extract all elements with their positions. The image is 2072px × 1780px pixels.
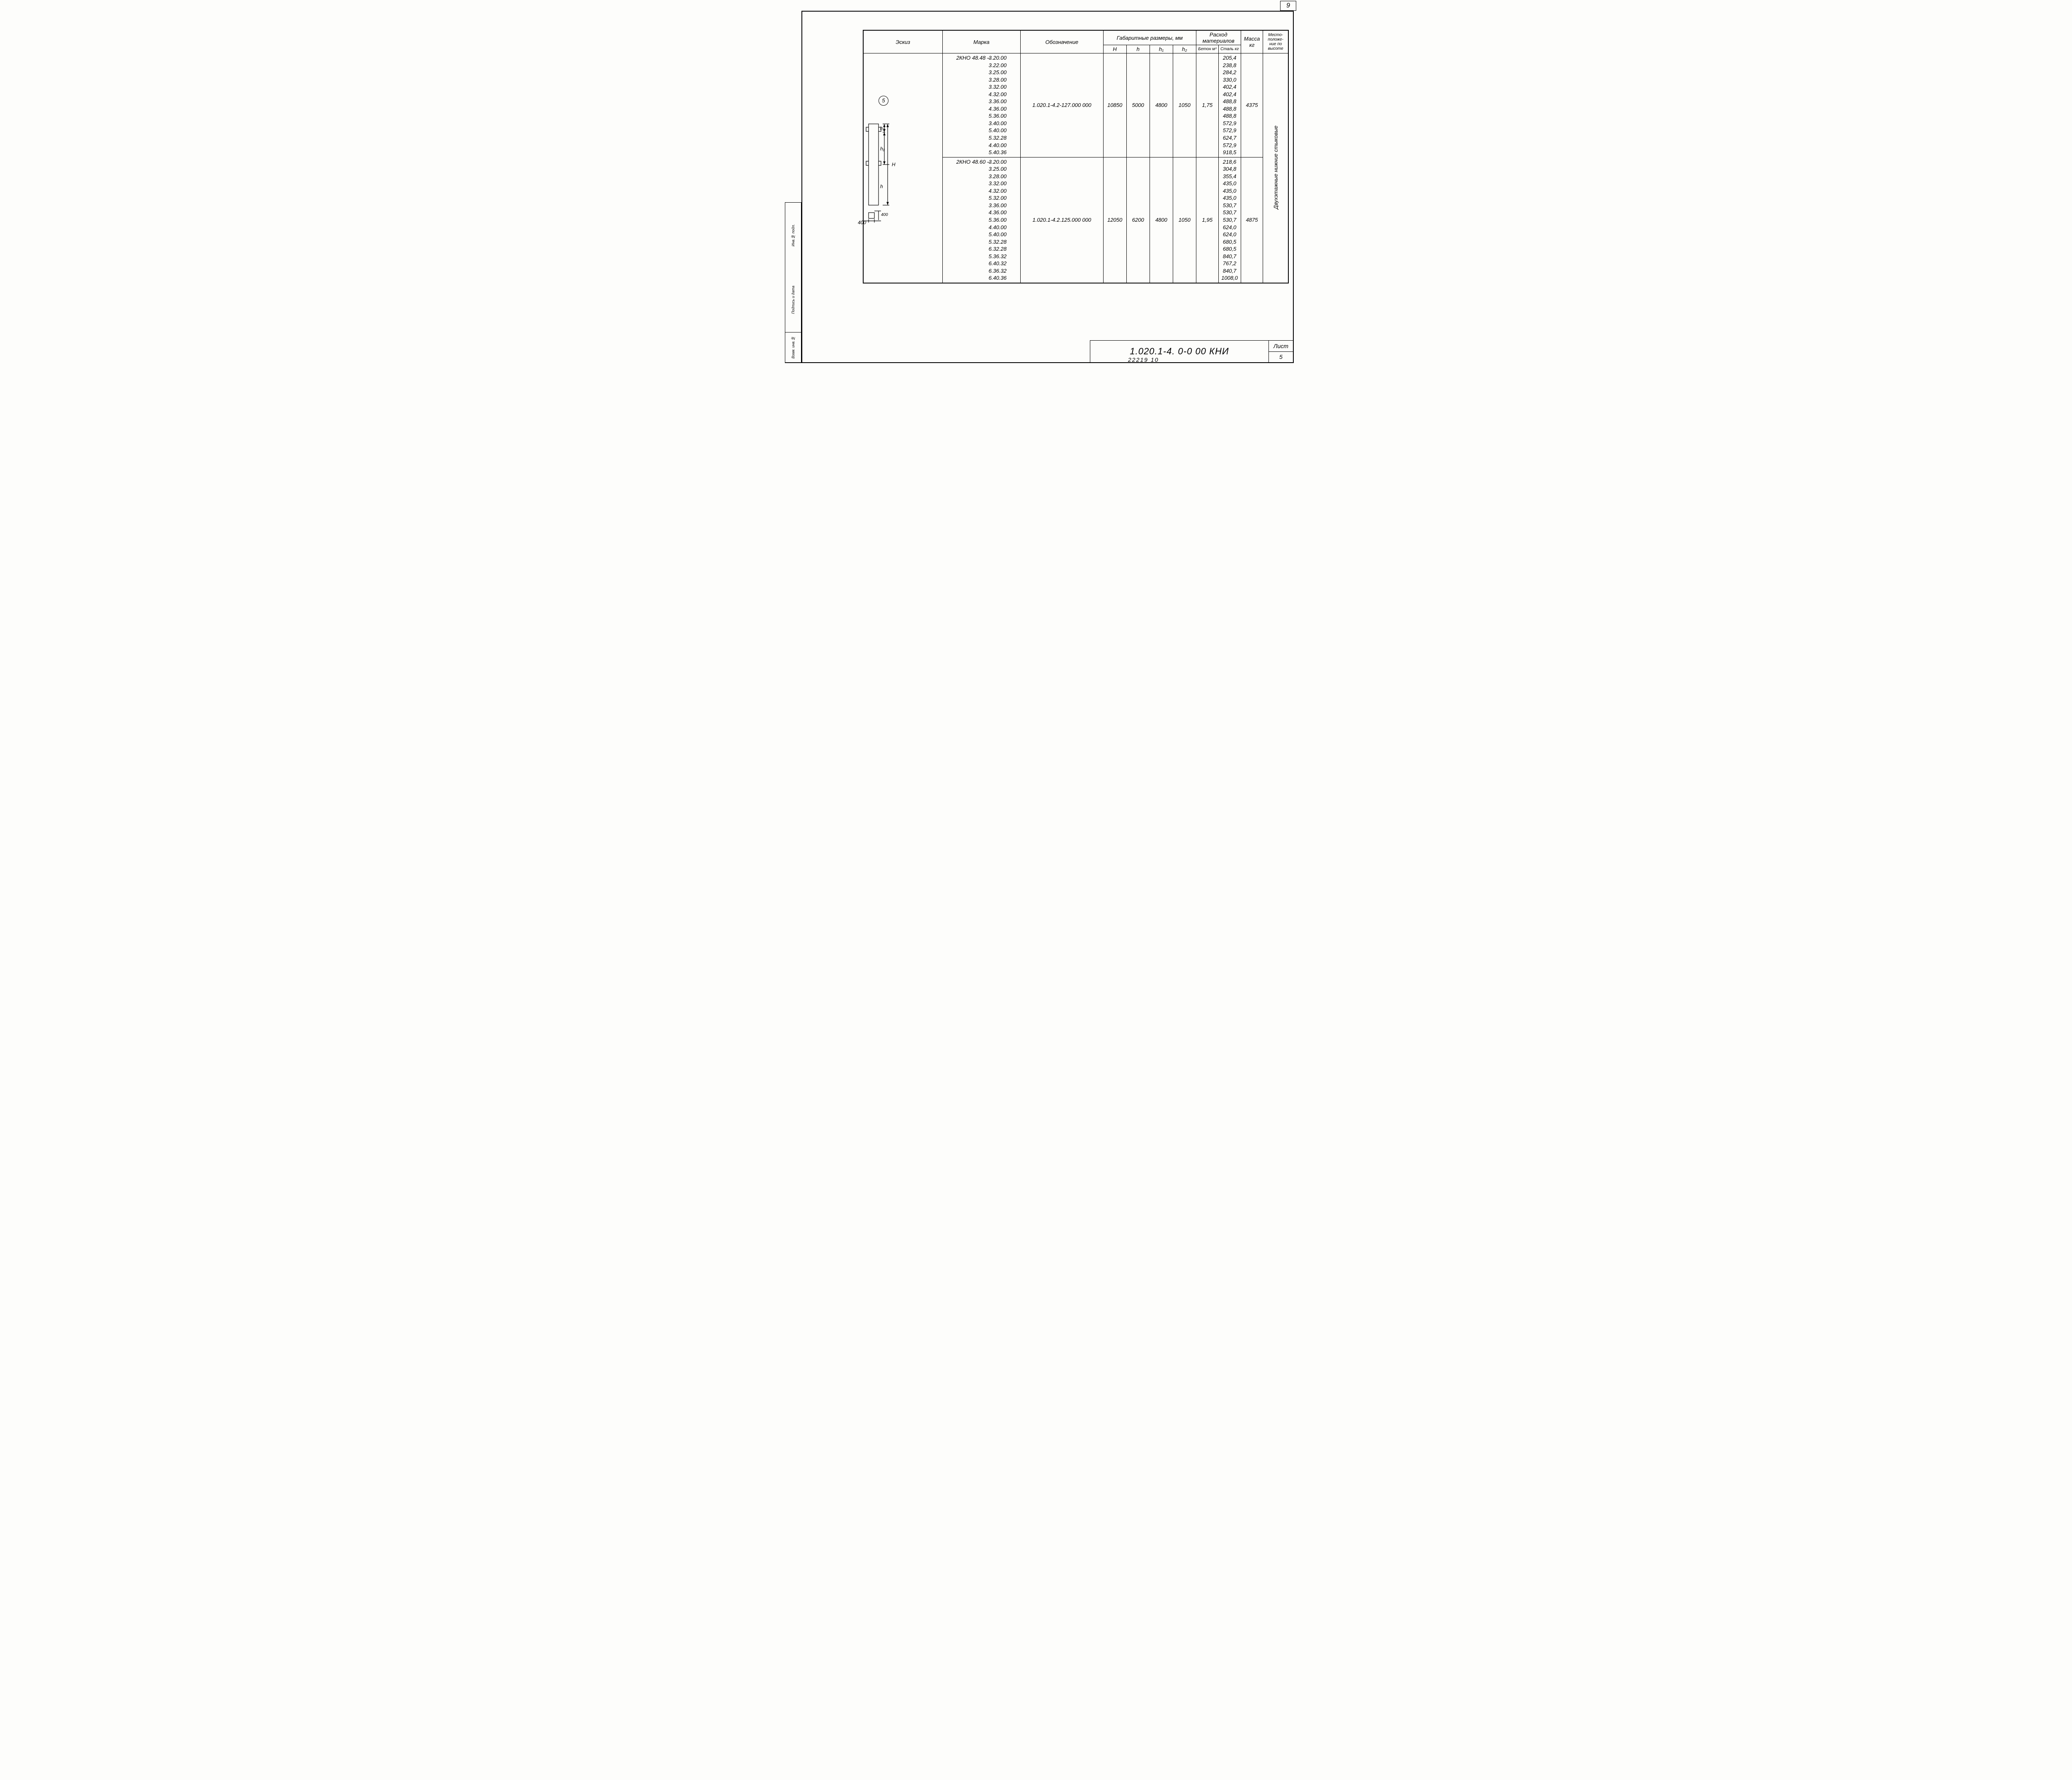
beton-cell: 1,95 <box>1196 157 1218 283</box>
hdr-h: h <box>1126 45 1150 53</box>
h2-cell: 1050 <box>1173 157 1196 283</box>
hdr-eskiz: Эскиз <box>864 31 943 53</box>
mesto-cell: Двухэтажные нижние стыковые <box>1263 53 1288 283</box>
marka-cell: 2КНО 48.60 –3.20.003.25.003.28.003.32.00… <box>942 157 1020 283</box>
sheet-number-box: Лист 5 <box>1269 341 1293 362</box>
table-header: Эскиз Марка Обозначение Габаритные разме… <box>864 31 1288 53</box>
page-number-top: 9 <box>1280 1 1296 11</box>
side-sign: Подпись и дата <box>785 267 801 332</box>
hdr-stal: Сталь кг <box>1218 45 1241 53</box>
drawing-sheet: 9 Инв.№ подл. Подпись и дата Взам. инв.№… <box>771 0 1301 371</box>
oboz-cell: 1.020.1-4.2-127.000 000 <box>1021 53 1104 157</box>
H-cell: 12050 <box>1103 157 1126 283</box>
hdr-rashod: Расход материалов <box>1196 31 1241 45</box>
svg-text:400: 400 <box>881 213 888 217</box>
svg-text:h₁: h₁ <box>880 146 885 152</box>
document-code: 1.020.1-4. 0-0 00 КНИ <box>1090 341 1269 362</box>
column-sketch: H h₁ h h₂ 400 400 <box>843 70 934 228</box>
hdr-oboz: Обозначение <box>1021 31 1104 53</box>
beton-cell: 1,75 <box>1196 53 1218 157</box>
hdr-massa: Масса кг <box>1241 31 1263 53</box>
oboz-cell: 1.020.1-4.2.125.000 000 <box>1021 157 1104 283</box>
h1-cell: 4800 <box>1150 53 1173 157</box>
spec-table: Эскиз Марка Обозначение Габаритные разме… <box>863 30 1289 283</box>
massa-cell: 4375 <box>1241 53 1263 157</box>
hdr-marka: Марка <box>942 31 1020 53</box>
table-body: 5 H <box>864 53 1288 283</box>
binding-strip: Инв.№ подл. Подпись и дата Взам. инв.№ <box>785 202 801 363</box>
marka-cell: 2КНО 48.48 –3.20.003.22.003.25.003.28.00… <box>942 53 1020 157</box>
side-inv: Инв.№ подл. <box>785 203 801 267</box>
h-cell: 5000 <box>1126 53 1150 157</box>
hdr-H: H <box>1103 45 1126 53</box>
h1-cell: 4800 <box>1150 157 1173 283</box>
H-cell: 10850 <box>1103 53 1126 157</box>
footer-code: 22219 10 <box>1128 356 1159 363</box>
side-vzam: Взам. инв.№ <box>785 333 801 363</box>
sheet-label: Лист <box>1269 341 1293 352</box>
hdr-gabarit: Габаритные размеры, мм <box>1103 31 1196 45</box>
hdr-mesto: Место-положе-ние по высоте <box>1263 31 1288 53</box>
title-block: 1.020.1-4. 0-0 00 КНИ Лист 5 <box>1090 340 1293 362</box>
svg-text:h: h <box>880 184 883 189</box>
hdr-h1: h₁ <box>1150 45 1173 53</box>
hdr-h2: h₂ <box>1173 45 1196 53</box>
outer-frame: Эскиз Марка Обозначение Габаритные разме… <box>801 11 1294 363</box>
h-cell: 6200 <box>1126 157 1150 283</box>
h2-cell: 1050 <box>1173 53 1196 157</box>
svg-text:H: H <box>892 162 896 167</box>
hdr-beton: Бетон м³ <box>1196 45 1218 53</box>
svg-text:400: 400 <box>858 220 866 225</box>
eskiz-cell: 5 H <box>864 53 943 283</box>
svg-text:h₂: h₂ <box>880 126 885 131</box>
sheet-number: 5 <box>1269 352 1293 363</box>
massa-cell: 4875 <box>1241 157 1263 283</box>
stal-cell: 218,6304,8355,4435,0435,0435,0530,7530,7… <box>1218 157 1241 283</box>
stal-cell: 205,4238,8284,2330,0402,4402,4488,8488,8… <box>1218 53 1241 157</box>
